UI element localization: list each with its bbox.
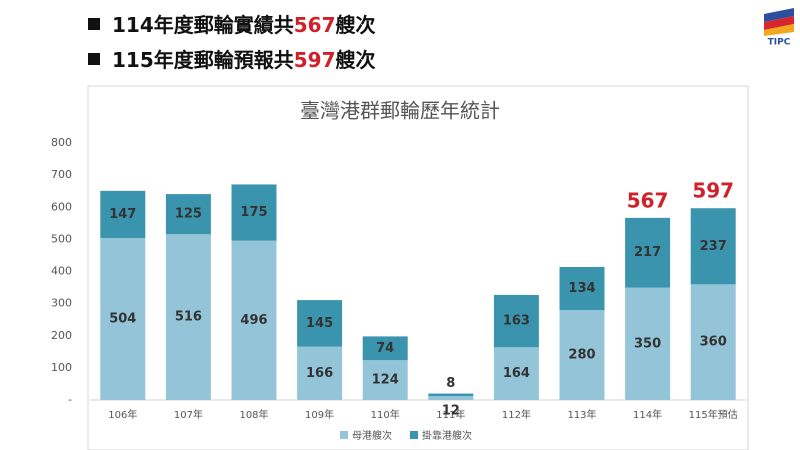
y-tick-label: 200 (51, 329, 72, 342)
data-label: 163 (503, 314, 530, 329)
y-tick-label: 600 (51, 200, 72, 213)
data-label: 350 (634, 336, 661, 351)
total-label: 567 (627, 188, 669, 212)
x-tick-label: 113年 (567, 408, 596, 421)
bullet-highlight: 597 (293, 48, 336, 72)
bullet-text: 艘次 (335, 13, 376, 37)
bullet-line: 114年度郵輪實績共567艘次 (88, 9, 376, 38)
data-label: 166 (306, 366, 333, 381)
x-tick-label: 108年 (239, 408, 268, 421)
x-tick-label: 109年 (305, 408, 334, 421)
bar-segment (428, 396, 474, 400)
bar-segment (362, 360, 408, 400)
data-label: 12 (442, 404, 460, 419)
data-label: 175 (240, 205, 267, 220)
legend-swatch (410, 431, 418, 439)
x-tick-label: 110年 (371, 408, 400, 421)
y-tick-label: 500 (51, 232, 72, 245)
chart-title: 臺灣港群郵輪歷年統計 (300, 99, 500, 123)
data-label: 145 (306, 316, 333, 331)
x-tick-label: 112年 (502, 408, 531, 421)
bullet-text: 115年度郵輪預報共 (112, 48, 294, 72)
bar-segment (625, 217, 671, 288)
bar-segment (100, 190, 146, 239)
data-label: 74 (376, 341, 394, 356)
logo: TIPC (764, 8, 794, 48)
bar-segment (297, 300, 343, 347)
data-label: 147 (109, 207, 136, 222)
bar-segment (690, 284, 736, 400)
x-tick-label: 115年預估 (689, 408, 738, 421)
data-label: 217 (634, 245, 661, 260)
x-tick-label: 107年 (174, 408, 203, 421)
data-label: 8 (446, 376, 455, 391)
data-label: 280 (568, 348, 595, 363)
total-label: 597 (692, 179, 734, 203)
legend-swatch (340, 431, 348, 439)
bar-segment (165, 194, 211, 235)
y-tick-label: 400 (51, 265, 72, 278)
bar-segment (559, 267, 605, 311)
data-label: 164 (503, 366, 530, 381)
y-tick-label: 300 (51, 297, 72, 310)
data-label: 516 (175, 310, 202, 325)
data-label: 496 (240, 313, 267, 328)
bar-segment (559, 310, 605, 400)
bar-segment (690, 208, 736, 285)
bar-segment (428, 393, 474, 397)
bar-segment (297, 346, 343, 400)
bar-segment (362, 336, 408, 361)
legend-label: 掛靠港艘次 (422, 429, 472, 442)
y-tick-label: 700 (51, 168, 72, 181)
bullet-text: 艘次 (335, 48, 376, 72)
x-tick-label: 111年 (436, 408, 465, 421)
y-tick-label: 800 (51, 136, 72, 149)
x-tick-label: 114年 (633, 408, 662, 421)
y-tick-label: - (68, 393, 72, 406)
data-label: 125 (175, 207, 202, 222)
bullet-text: 114年度郵輪實績共 (112, 13, 294, 37)
data-label: 360 (700, 335, 727, 350)
bar-segment (165, 234, 211, 400)
logo-text: TIPC (768, 38, 791, 48)
bar-segment (100, 238, 146, 400)
y-tick-label: 100 (51, 361, 72, 374)
bar-segment (625, 287, 671, 400)
data-label: 124 (372, 373, 399, 388)
bullet-line: 115年度郵輪預報共597艘次 (88, 44, 376, 73)
data-label: 504 (109, 312, 136, 327)
legend-label: 母港艘次 (352, 429, 392, 442)
data-label: 134 (568, 281, 595, 296)
data-label: 237 (700, 239, 727, 254)
bar-segment (493, 347, 539, 400)
bar-segment (231, 184, 277, 241)
bar-segment (493, 294, 539, 348)
bullet-highlight: 567 (293, 13, 336, 37)
bar-segment (231, 240, 277, 400)
x-tick-label: 106年 (108, 408, 137, 421)
